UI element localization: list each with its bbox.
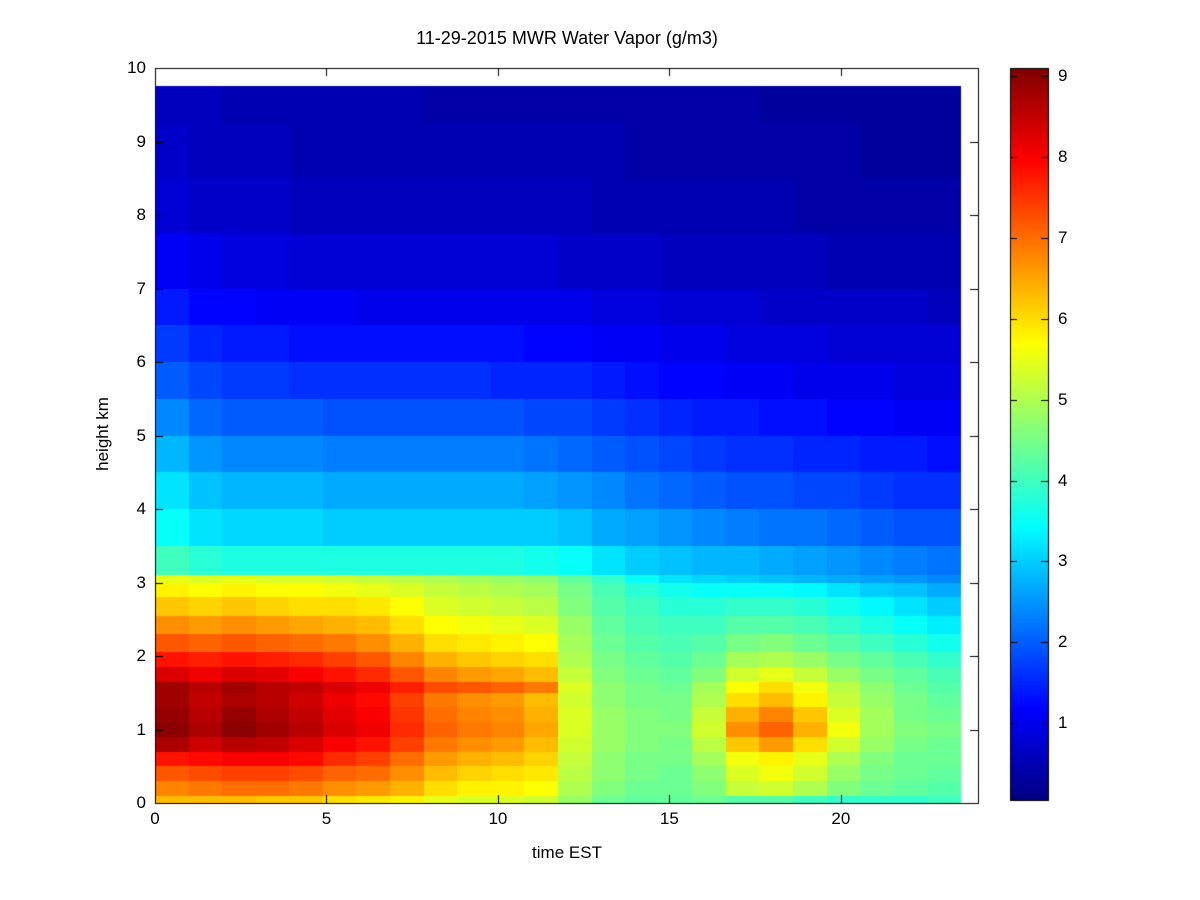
y-tick-label: 6 xyxy=(136,352,146,371)
colorbar-tick-label: 3 xyxy=(1058,551,1068,571)
chart-title: 11-29-2015 MWR Water Vapor (g/m3) xyxy=(416,28,718,48)
y-tick-label: 8 xyxy=(136,205,146,224)
y-tick-label: 1 xyxy=(136,719,146,739)
y-tick-label: 5 xyxy=(136,425,146,445)
colorbar-tick-label: 5 xyxy=(1058,389,1068,409)
colorbar-tick-label: 9 xyxy=(1058,66,1068,86)
x-tick-label: 5 xyxy=(321,809,332,828)
y-tick-label: 2 xyxy=(136,646,146,665)
y-tick-label: 0 xyxy=(136,793,146,812)
x-tick-label: 15 xyxy=(659,809,679,828)
y-tick-label: 9 xyxy=(136,131,146,151)
colorbar-tick-label: 6 xyxy=(1058,308,1068,328)
y-tick-label: 4 xyxy=(136,499,146,518)
colorbar-tick-label: 8 xyxy=(1058,146,1068,166)
colorbar-tick-label: 2 xyxy=(1058,632,1068,652)
colorbar-tick-label: 4 xyxy=(1058,470,1068,490)
x-tick-label: 20 xyxy=(831,809,851,828)
x-axis-label: time EST xyxy=(532,843,602,862)
y-tick-label: 7 xyxy=(136,278,146,298)
x-tick-label: 10 xyxy=(488,809,508,828)
x-tick-label: 0 xyxy=(150,809,160,828)
y-axis-label: height km xyxy=(93,397,112,471)
y-tick-label: 3 xyxy=(136,572,146,592)
colorbar-tick-label: 7 xyxy=(1058,227,1068,247)
y-tick-label: 10 xyxy=(127,58,146,77)
colorbar-tick-label: 1 xyxy=(1058,713,1068,733)
